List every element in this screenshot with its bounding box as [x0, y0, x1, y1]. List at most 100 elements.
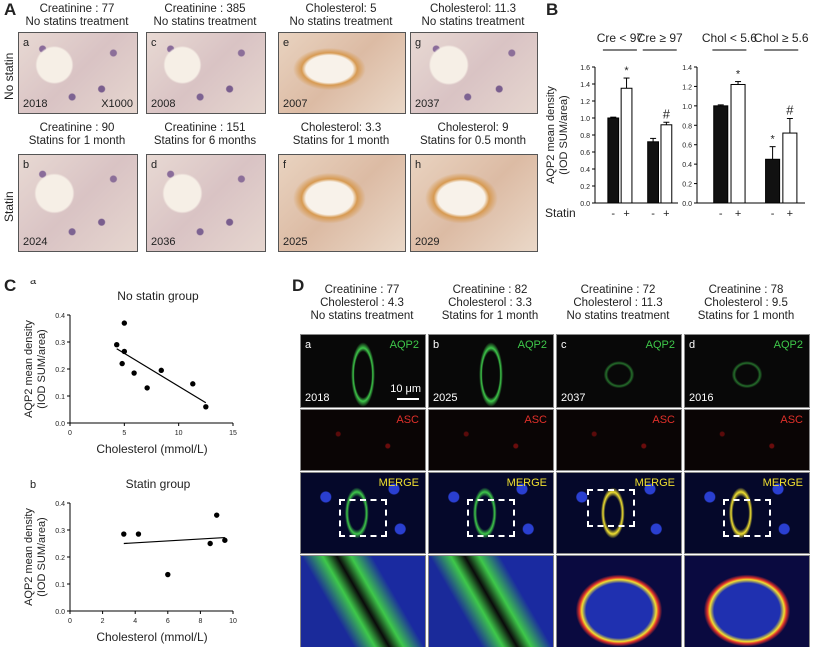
significance-marker: * [624, 65, 629, 77]
image-caption: Creatinine : 77 No statins treatment [18, 3, 136, 29]
data-point [119, 360, 125, 367]
image-caption: Cholesterol: 5 No statins treatment [278, 3, 404, 29]
group-label: Cre ≥ 97 [637, 31, 683, 45]
y-axis-title-line: (IOD SUM/area) [36, 517, 48, 596]
y-tick-label: 1.0 [682, 104, 692, 111]
fluorescence-image [428, 555, 554, 647]
data-point [214, 512, 220, 518]
y-tick-label: 0.3 [55, 528, 65, 535]
fluorescence-image: AQP2 b 2025 [428, 334, 554, 408]
image-caption: Cholesterol: 11.3 No statins treatment [410, 3, 536, 29]
y-axis-title: AQP2 mean density (IOD SUM/area) [23, 508, 48, 606]
caption-line-1: Creatinine : 77 [39, 3, 115, 15]
channel-label: MERGE [378, 477, 419, 489]
caption-line-2: Statins for 1 month [28, 135, 126, 147]
image-letter: a [305, 339, 312, 351]
panel-b-label: B [546, 0, 559, 19]
y-axis-title: AQP2 mean density (IOD SUM/area) [545, 86, 570, 184]
fluorescence-image [684, 555, 810, 647]
caption-line-1: Cholesterol: 5 [305, 3, 377, 15]
image-id: 2037 [561, 392, 586, 404]
caption-line-2: Statins for 6 months [153, 135, 257, 147]
y-tick-label: 1.6 [580, 65, 590, 72]
x-tick-label: 0 [68, 430, 72, 437]
data-point [222, 537, 228, 543]
group-label: Chol < 5.6 [702, 31, 757, 45]
scale-bar [397, 398, 419, 400]
zoom-region-box [587, 489, 635, 527]
column-caption: Creatinine : 77 Cholesterol : 4.3 No stati… [300, 284, 424, 323]
statin-category: - [651, 208, 655, 220]
y-tick-label: 0.2 [55, 367, 65, 374]
caption-line-2: Cholesterol : 11.3 [573, 297, 663, 309]
bar [782, 132, 798, 204]
caption-line-1: Creatinine : 72 [580, 284, 656, 296]
image-letter: d [151, 159, 158, 171]
y-tick-label: 0.0 [55, 421, 65, 428]
y-axis-title: AQP2 mean density (IOD SUM/area) [23, 320, 48, 418]
image-id: 2036 [151, 236, 176, 248]
row-label-no-statin: No statin [2, 52, 16, 100]
caption-line-3: Statins for 1 month [697, 310, 795, 322]
data-point [190, 381, 196, 387]
data-point [144, 385, 150, 391]
y-tick-label: 0.6 [580, 150, 590, 157]
fluorescence-image: MERGE [428, 472, 554, 554]
bar [607, 117, 620, 204]
caption-line-2: No statins treatment [153, 16, 257, 28]
bar [765, 158, 781, 204]
zoom-region-box [723, 499, 771, 537]
caption-line-2: Statins for 1 month [292, 135, 390, 147]
channel-label: AQP2 [389, 339, 419, 351]
caption-line-2: Cholesterol : 4.3 [320, 297, 404, 309]
y-tick-label: 0.2 [682, 182, 692, 189]
image-letter: b [433, 339, 440, 351]
caption-line-1: Creatinine : 77 [324, 284, 400, 296]
y-tick-label: 1.2 [682, 84, 692, 91]
x-tick-label: 8 [198, 618, 202, 625]
y-tick-label: 1.2 [580, 99, 590, 106]
channel-label: AQP2 [645, 339, 675, 351]
scatter-C-a: a No statin group 0.0 0.1 0.2 0.3 0.4 0 5 10 15 Cho… [23, 280, 237, 456]
x-tick-label: 10 [229, 618, 237, 625]
caption-line-1: Creatinine : 78 [708, 284, 784, 296]
y-tick-label: 0.3 [55, 340, 65, 347]
data-point [158, 367, 164, 374]
x-axis-title: Cholesterol (mmol/L) [96, 442, 207, 456]
fluorescence-image [556, 555, 682, 647]
bar-chart-B-right: 0.0 0.2 0.4 0.6 0.8 1.0 1.2 1.4 - * + * - # + Chol < 5.… [682, 31, 809, 220]
bar [660, 124, 673, 204]
image-letter: c [561, 339, 567, 351]
x-tick-label: 0 [68, 618, 72, 625]
caption-line-3: Statins for 1 month [441, 310, 539, 322]
y-tick-label: 1.4 [682, 65, 692, 72]
data-point [203, 404, 209, 410]
image-id: 2018 [305, 392, 330, 404]
subpanel-letter: b [30, 479, 36, 491]
caption-line-1: Cholesterol: 11.3 [429, 3, 517, 15]
micrograph-b: b 2024 [18, 154, 138, 252]
caption-line-1: Creatinine : 90 [39, 122, 115, 134]
scale-bar-label: 10 μm [390, 383, 421, 395]
image-id: 2025 [283, 236, 308, 248]
y-tick-label: 0.2 [580, 184, 590, 191]
image-id: 2037 [415, 98, 440, 110]
caption-line-1: Creatinine : 82 [452, 284, 528, 296]
image-letter: f [283, 159, 287, 171]
caption-line-2: No statins treatment [421, 16, 525, 28]
image-id: 2008 [151, 98, 176, 110]
micrograph-d: d 2036 [146, 154, 266, 252]
x-tick-label: 4 [133, 618, 137, 625]
group-label: Chol ≥ 5.6 [754, 31, 809, 45]
significance-marker: # [663, 106, 671, 121]
fluorescence-image: ASC [556, 409, 682, 471]
fluorescence-image: ASC [684, 409, 810, 471]
caption-line-2: No statins treatment [25, 16, 129, 28]
caption-line-2: Cholesterol : 3.3 [448, 297, 532, 309]
chart-title: Statin group [126, 477, 191, 491]
zoom-region-box [339, 499, 387, 537]
x-axis-title: Cholesterol (mmol/L) [96, 630, 207, 644]
data-point [131, 370, 137, 376]
regression-line [116, 348, 207, 404]
caption-line-1: Cholesterol: 3.3 [300, 122, 382, 134]
